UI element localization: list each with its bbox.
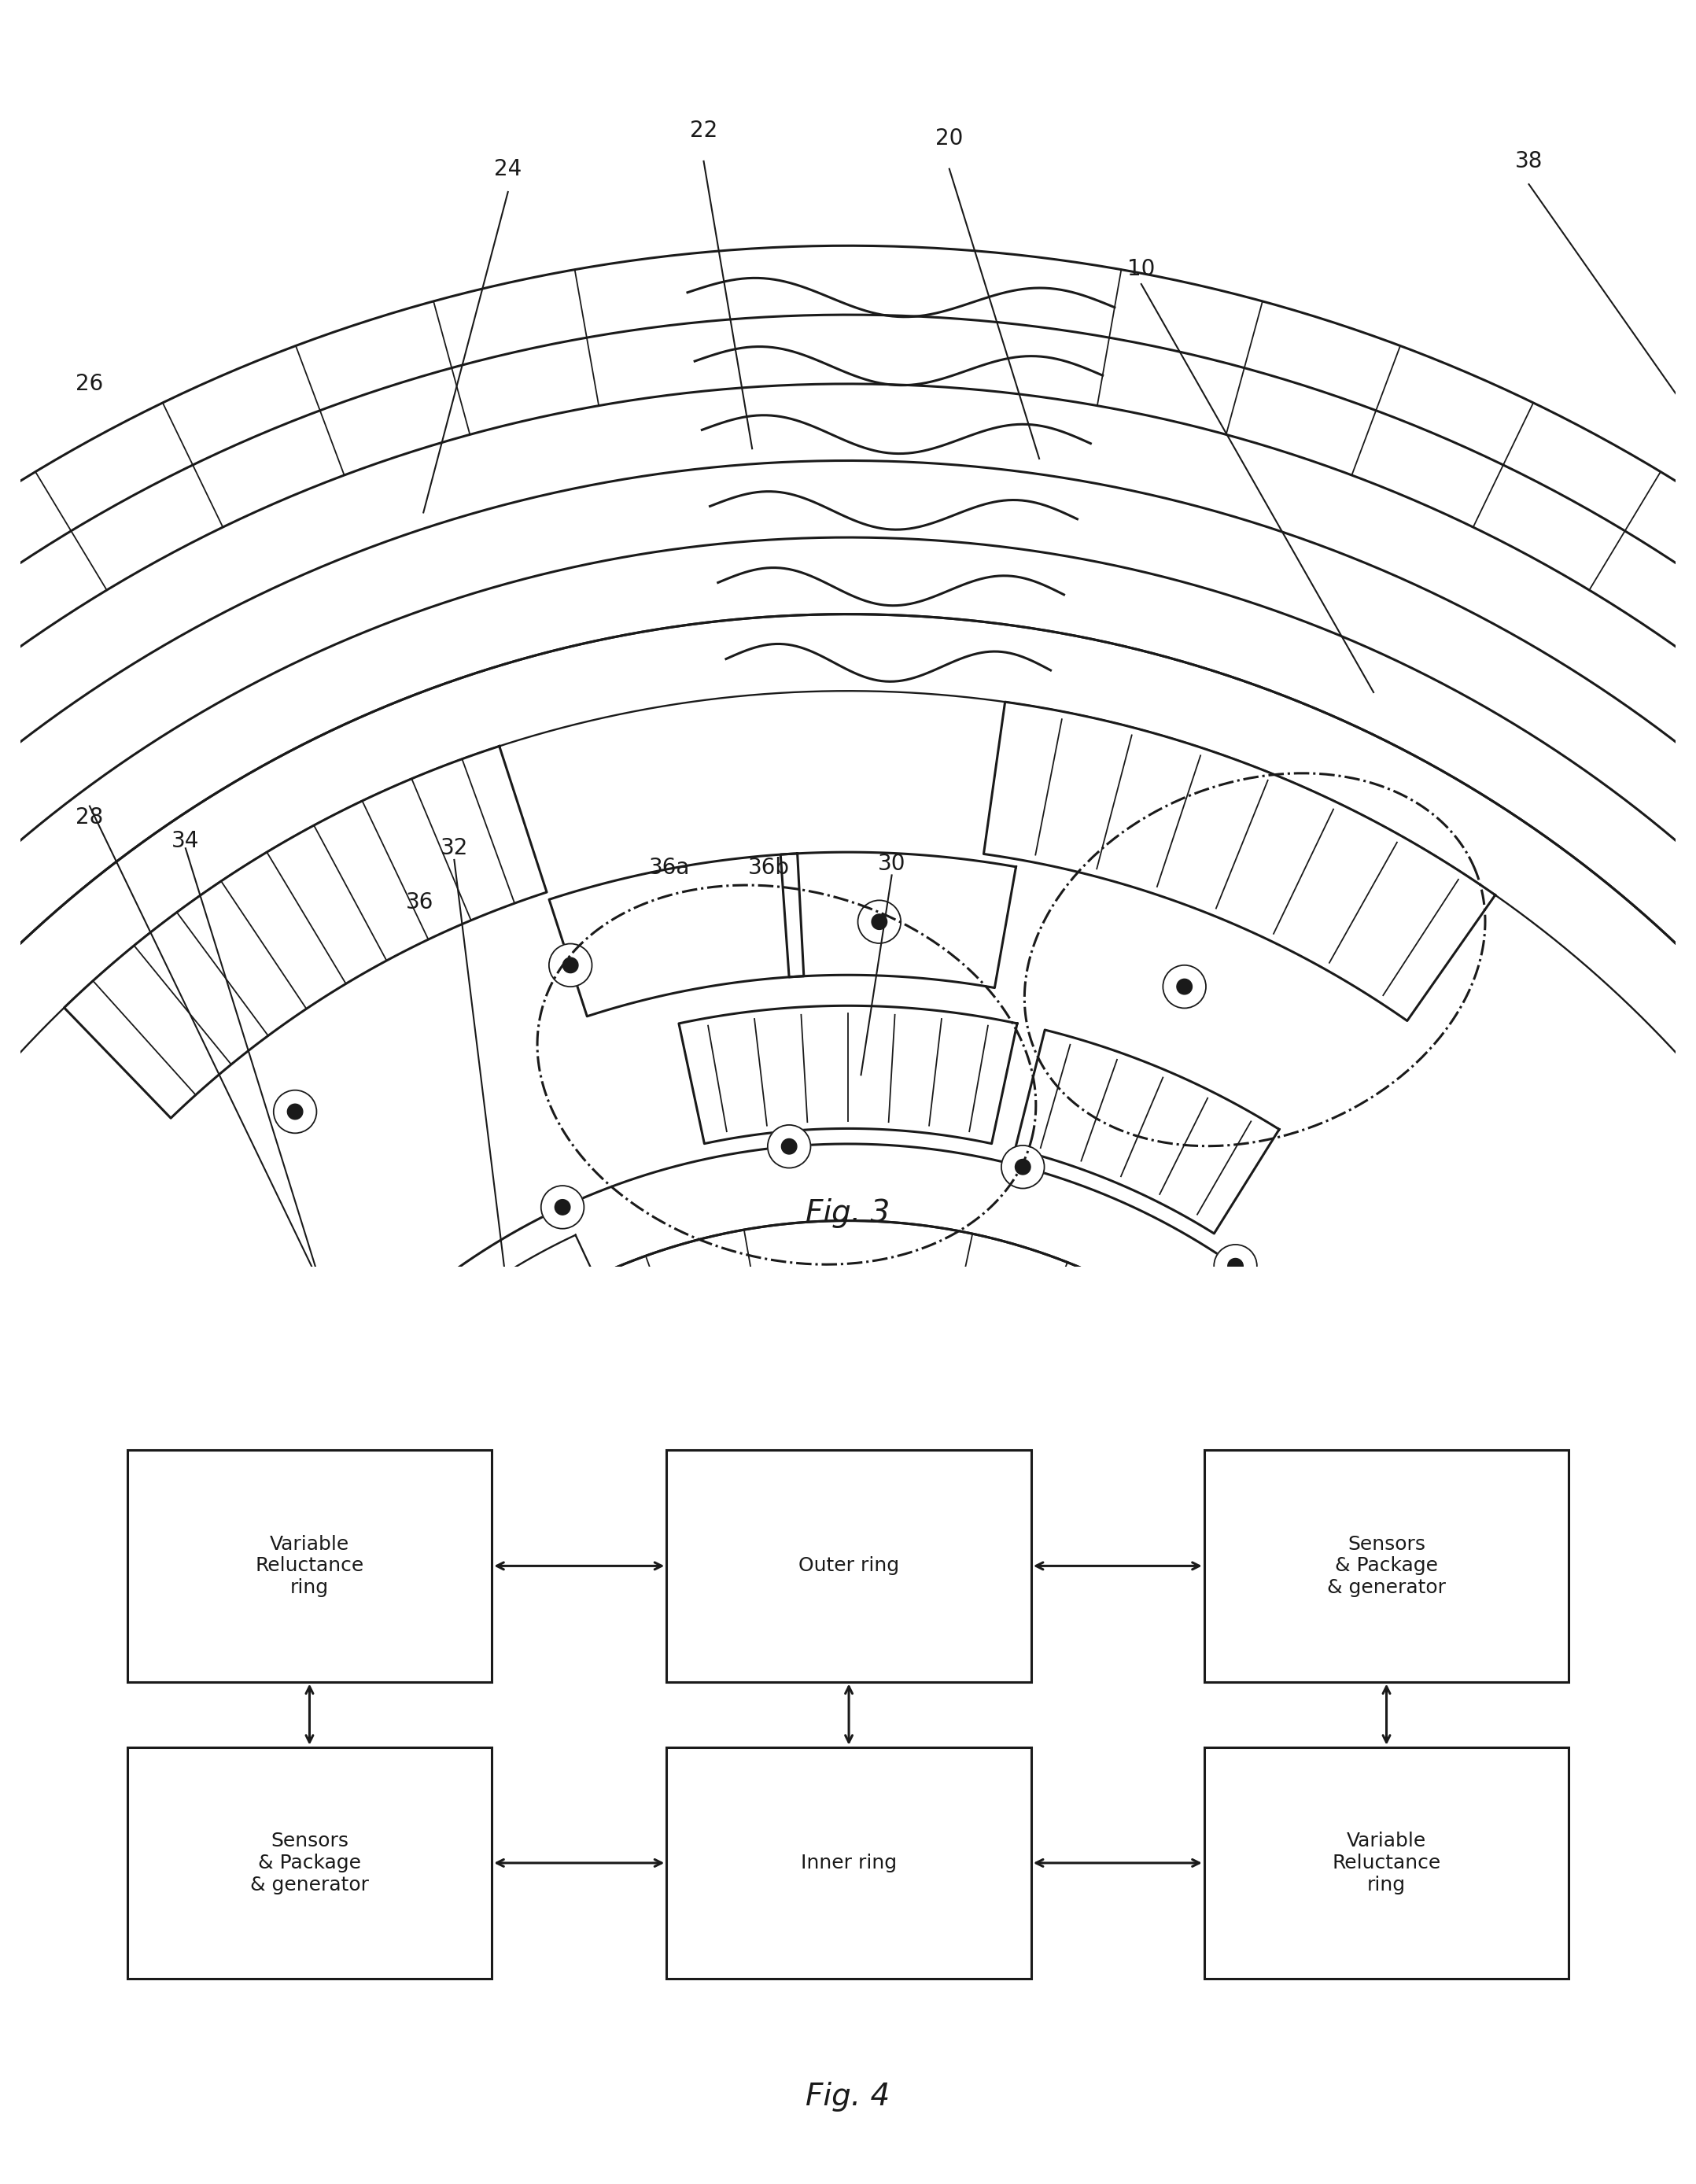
Circle shape: [1001, 1144, 1045, 1188]
Text: Sensors
& Package
& generator: Sensors & Package & generator: [249, 1832, 370, 1894]
Polygon shape: [780, 852, 1016, 987]
Circle shape: [73, 1308, 117, 1352]
Circle shape: [563, 957, 578, 972]
Text: 32: 32: [441, 836, 468, 858]
Text: 26: 26: [76, 373, 103, 395]
Circle shape: [214, 1514, 258, 1555]
Polygon shape: [368, 1234, 628, 1470]
Text: 38: 38: [1515, 151, 1543, 173]
Text: 28: 28: [76, 806, 103, 828]
Circle shape: [782, 1138, 797, 1153]
Polygon shape: [346, 1529, 534, 1767]
Circle shape: [872, 915, 887, 930]
Circle shape: [1016, 1160, 1031, 1175]
Bar: [667, 1747, 1031, 1979]
Circle shape: [1214, 1245, 1257, 1289]
Circle shape: [273, 1090, 317, 1133]
Polygon shape: [497, 1631, 653, 1800]
Polygon shape: [550, 854, 804, 1016]
Bar: [127, 1450, 492, 1682]
Circle shape: [768, 1125, 811, 1168]
Text: Sensors
& Package
& generator: Sensors & Package & generator: [1326, 1535, 1447, 1597]
Polygon shape: [64, 747, 546, 1118]
Circle shape: [287, 1103, 304, 1120]
Polygon shape: [678, 1005, 1018, 1144]
Circle shape: [1228, 1258, 1243, 1273]
Circle shape: [541, 1186, 583, 1230]
Text: 24: 24: [494, 157, 522, 179]
Circle shape: [1177, 978, 1192, 994]
Text: 20: 20: [936, 127, 963, 149]
Circle shape: [349, 1321, 392, 1363]
Text: Fig. 4: Fig. 4: [806, 2081, 890, 2112]
Polygon shape: [1016, 1031, 1279, 1234]
Text: Inner ring: Inner ring: [801, 1854, 897, 1872]
Circle shape: [1163, 965, 1206, 1009]
Circle shape: [363, 1334, 378, 1350]
Text: 34: 34: [171, 830, 200, 852]
Text: 36a: 36a: [648, 856, 690, 878]
Circle shape: [86, 1324, 102, 1339]
Text: Variable
Reluctance
ring: Variable Reluctance ring: [1331, 1832, 1442, 1894]
Text: 36b: 36b: [748, 856, 790, 878]
Circle shape: [229, 1527, 244, 1542]
Bar: [667, 1450, 1031, 1682]
Text: Variable
Reluctance
ring: Variable Reluctance ring: [254, 1535, 365, 1597]
Text: 30: 30: [879, 852, 906, 874]
Bar: [127, 1747, 492, 1979]
Bar: [1204, 1450, 1569, 1682]
Text: 10: 10: [1128, 258, 1155, 280]
Text: 36: 36: [405, 891, 434, 913]
Text: 22: 22: [690, 120, 717, 142]
Text: Fig. 3: Fig. 3: [806, 1199, 890, 1227]
Text: Outer ring: Outer ring: [799, 1557, 899, 1575]
Polygon shape: [984, 701, 1496, 1020]
Bar: [1204, 1747, 1569, 1979]
Circle shape: [555, 1199, 570, 1214]
Circle shape: [858, 900, 901, 943]
Circle shape: [550, 943, 592, 987]
